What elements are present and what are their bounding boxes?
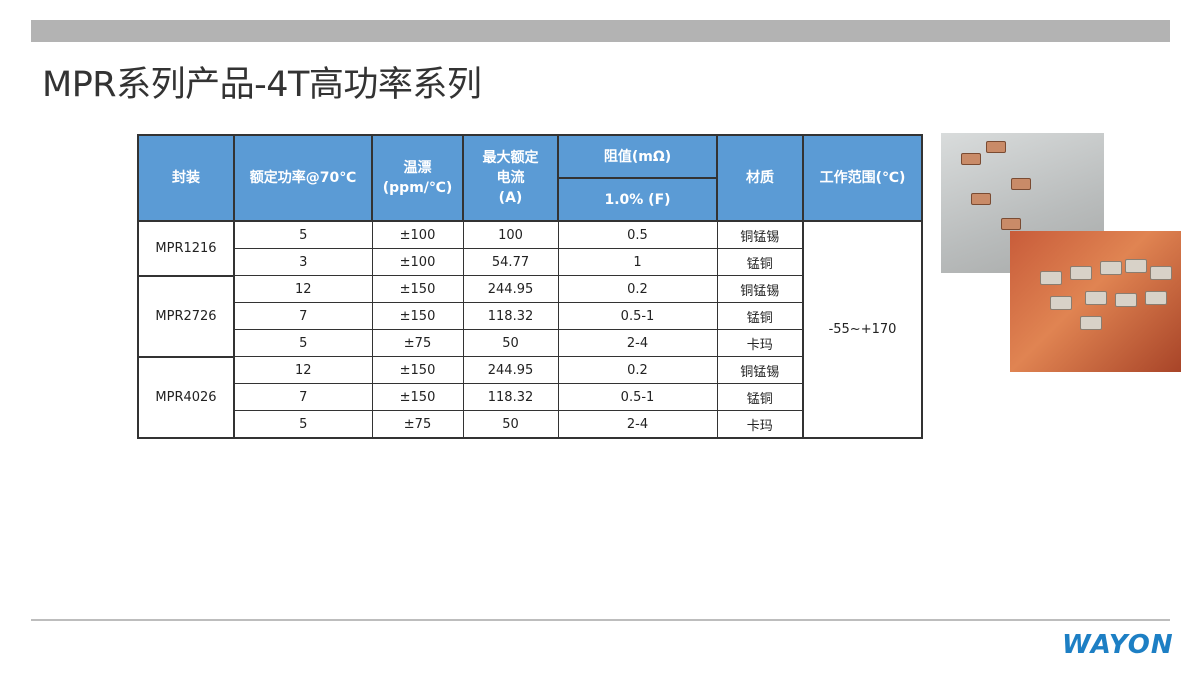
cell-tcr: ±100 [371, 220, 464, 249]
cell-current: 100 [462, 220, 559, 249]
cell-package: MPR2726 [137, 274, 235, 357]
cell-package: MPR4026 [137, 355, 235, 439]
cell-tcr: ±100 [371, 248, 464, 276]
cell-resistance: 0.2 [557, 275, 718, 303]
cell-tcr: ±150 [371, 383, 464, 411]
header-power: 额定功率@70℃ [233, 134, 373, 222]
table-row: 7 ±150 118.32 0.5-1 锰铜 [138, 383, 922, 411]
cell-power: 7 [233, 302, 373, 330]
page-title: MPR系列产品-4T高功率系列 [42, 65, 482, 105]
cell-power: 5 [233, 220, 373, 249]
table-row: 5 ±75 50 2-4 卡玛 [138, 329, 922, 357]
cell-current: 54.77 [462, 248, 559, 276]
cell-material: 锰铜 [716, 383, 804, 411]
cell-current: 50 [462, 329, 559, 357]
cell-tcr: ±150 [371, 356, 464, 384]
header-tcr: 温漂 (ppm/℃) [371, 134, 464, 222]
cell-material: 铜锰锡 [716, 220, 804, 249]
cell-resistance: 0.5-1 [557, 383, 718, 411]
table-row: MPR2726 12 ±150 244.95 0.2 铜锰锡 [137, 274, 922, 357]
table-row: 7 ±150 118.32 0.5-1 锰铜 [138, 302, 922, 330]
cell-current: 244.95 [462, 356, 559, 384]
cell-material: 铜锰锡 [716, 275, 804, 303]
cell-tcr: ±75 [371, 329, 464, 357]
cell-power: 5 [233, 329, 373, 357]
cell-power: 3 [233, 248, 373, 276]
cell-tcr: ±150 [371, 275, 464, 303]
footer-line [31, 619, 1170, 621]
header-range: 工作范围(℃) [802, 134, 923, 222]
product-table: 封装 额定功率@70℃ 温漂 (ppm/℃) 最大额定 电流 (A) 阻值(mΩ) 材… [137, 134, 923, 439]
top-bar [31, 20, 1170, 42]
cell-resistance: 0.5 [557, 220, 718, 249]
cell-material: 锰铜 [716, 302, 804, 330]
cell-tcr: ±150 [371, 302, 464, 330]
cell-material: 卡玛 [716, 329, 804, 357]
cell-current: 118.32 [462, 302, 559, 330]
table-row: 5 ±75 50 2-4 卡玛 [138, 410, 922, 439]
product-photo-2 [1010, 231, 1181, 372]
cell-power: 12 [233, 356, 373, 384]
header-resistance: 阻值(mΩ) [557, 134, 718, 179]
cell-resistance: 1 [557, 248, 718, 276]
cell-resistance: 2-4 [557, 410, 718, 439]
cell-resistance: 0.2 [557, 356, 718, 384]
cell-power: 5 [233, 410, 373, 439]
cell-tcr: ±75 [371, 410, 464, 439]
header-current: 最大额定 电流 (A) [462, 134, 559, 222]
cell-operating-range: -55~+170 [802, 220, 923, 439]
cell-current: 50 [462, 410, 559, 439]
cell-power: 12 [233, 275, 373, 303]
cell-package: MPR1216 [137, 220, 235, 276]
header-material: 材质 [716, 134, 804, 222]
cell-power: 7 [233, 383, 373, 411]
header-package: 封装 [137, 134, 235, 222]
cell-current: 244.95 [462, 275, 559, 303]
table-row: MPR4026 12 ±150 244.95 0.2 铜锰锡 [137, 355, 922, 439]
cell-resistance: 2-4 [557, 329, 718, 357]
cell-resistance: 0.5-1 [557, 302, 718, 330]
wayon-logo: WAYON [1062, 630, 1174, 660]
cell-material: 铜锰锡 [716, 356, 804, 384]
cell-material: 锰铜 [716, 248, 804, 276]
table-row: MPR1216 5 ±100 100 0.5 铜锰锡 -55~+170 [137, 220, 923, 439]
cell-current: 118.32 [462, 383, 559, 411]
cell-material: 卡玛 [716, 410, 804, 439]
header-tolerance: 1.0% (F) [557, 177, 718, 222]
